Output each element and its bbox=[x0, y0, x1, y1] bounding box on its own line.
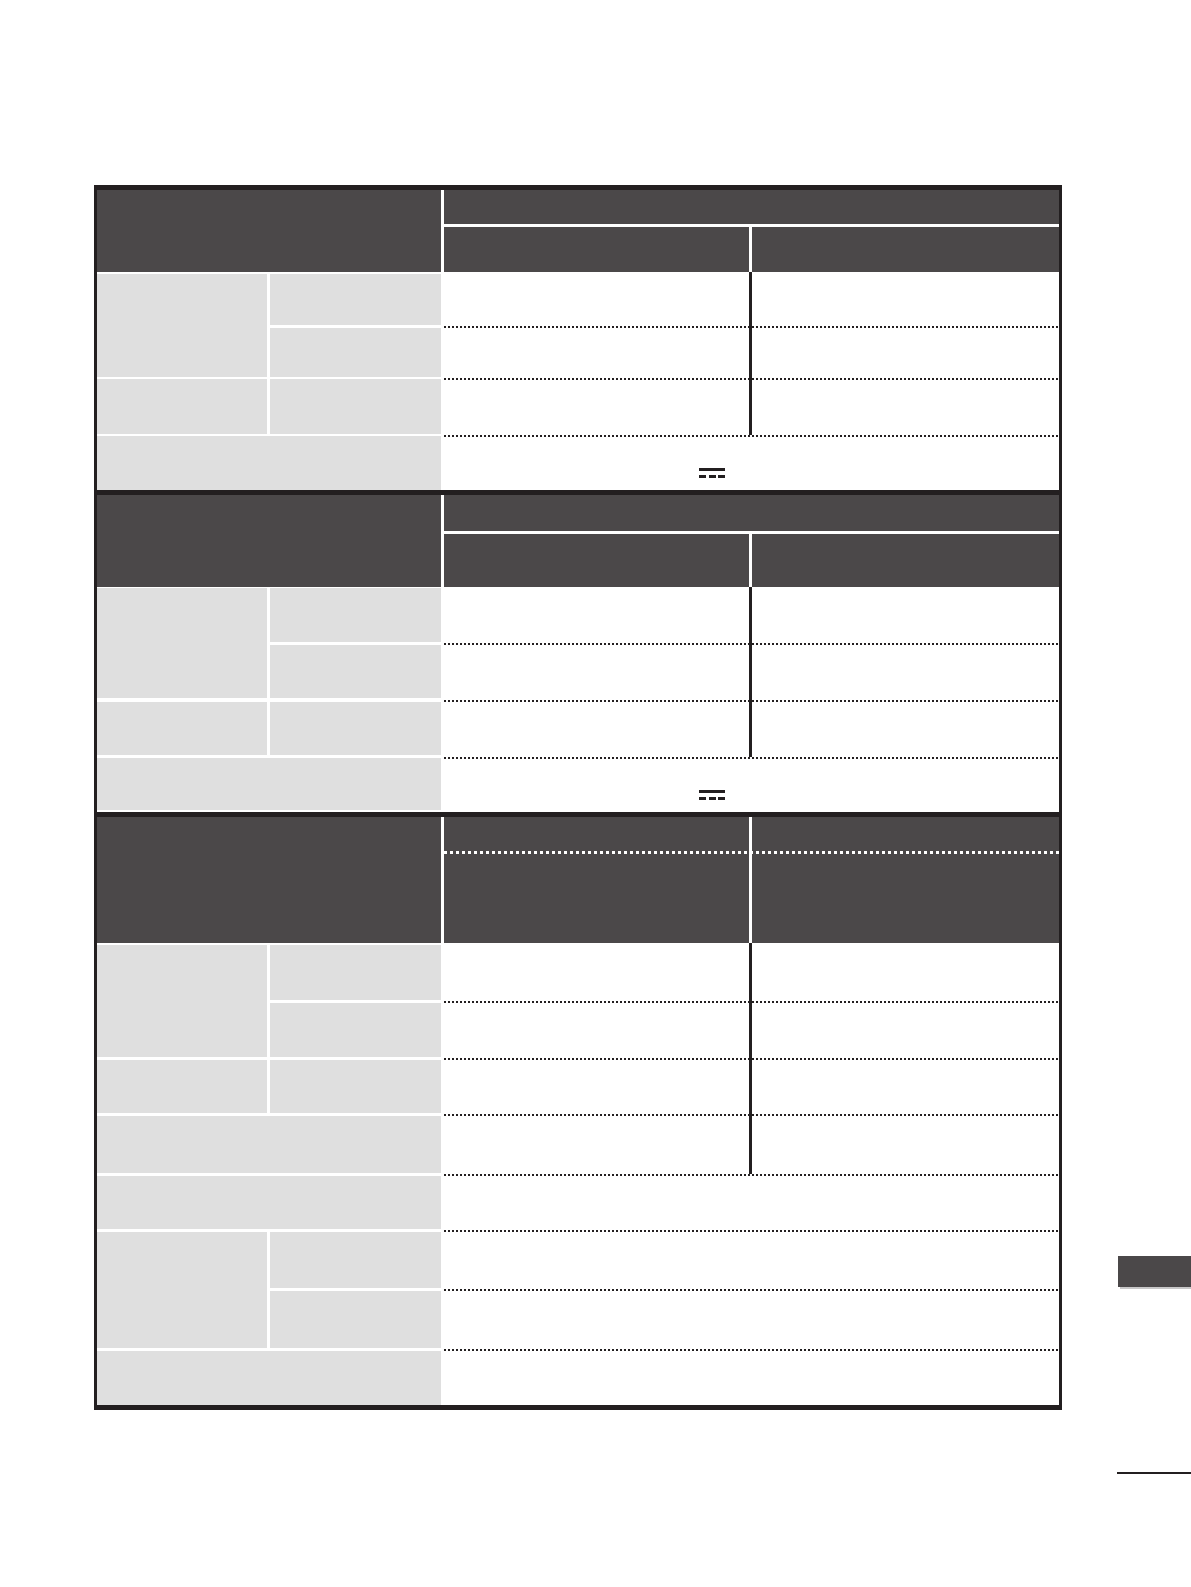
table-divider-bar-1 bbox=[97, 490, 1059, 495]
table2-header-right-top-cell bbox=[444, 495, 1059, 531]
table3-row-separator-4 bbox=[444, 1174, 1059, 1176]
table1-label-col2-cell-3 bbox=[270, 379, 441, 434]
table3-label-merged-bottom-cell bbox=[97, 1351, 441, 1405]
table3-label-merged-row5 bbox=[97, 1176, 441, 1229]
table2-label-col2-cell-3 bbox=[270, 702, 441, 755]
table3-header-left-cell bbox=[97, 817, 441, 943]
table3-label-col2-cell-4 bbox=[270, 1232, 441, 1288]
table1-header-left-cell bbox=[97, 190, 441, 272]
table2-column-divider bbox=[749, 587, 752, 757]
table1-header-subcell-2 bbox=[752, 227, 1059, 272]
table1-header-subcell-1 bbox=[444, 227, 749, 272]
table2-label-col1-cell-a bbox=[97, 588, 267, 698]
table1-label-col1-cell-a bbox=[97, 274, 267, 377]
spec-table bbox=[94, 185, 1062, 1410]
table1-label-col2-cell-2 bbox=[270, 328, 441, 377]
section-tab bbox=[1118, 1256, 1191, 1287]
table2-header-subcell-2 bbox=[752, 534, 1059, 587]
table3-header-dotted-separator bbox=[444, 851, 1059, 854]
table3-label-col1-cell-a bbox=[97, 945, 267, 1057]
table3-header-column-gap bbox=[749, 817, 752, 943]
table2-label-col1-cell-b bbox=[97, 702, 267, 755]
table3-label-col2-cell-3 bbox=[270, 1060, 441, 1113]
table3-column-divider bbox=[749, 943, 752, 1174]
dc-voltage-icon bbox=[699, 790, 725, 803]
table3-label-col2-cell-1 bbox=[270, 945, 441, 1000]
table3-label-merged-row4 bbox=[97, 1116, 441, 1173]
table1-row-separator-3 bbox=[444, 435, 1059, 437]
table2-row-separator-3 bbox=[444, 757, 1059, 759]
table2-header-dotted-separator bbox=[444, 531, 1059, 534]
table2-header-subcell-1 bbox=[444, 534, 749, 587]
table2-label-merged-bottom-cell bbox=[97, 758, 441, 810]
table3-label-col2-cell-5 bbox=[270, 1291, 441, 1348]
dc-voltage-icon bbox=[699, 468, 725, 481]
table1-label-merged-bottom-cell bbox=[97, 436, 441, 490]
table3-row-separator-5 bbox=[444, 1230, 1059, 1232]
table1-header-dotted-separator bbox=[444, 224, 1059, 227]
table3-label-col1-cell-c bbox=[97, 1232, 267, 1348]
table3-label-col1-cell-b bbox=[97, 1060, 267, 1113]
table2-header-left-cell bbox=[97, 495, 441, 587]
table-divider-bar-2 bbox=[97, 812, 1059, 817]
table3-row-separator-7 bbox=[444, 1349, 1059, 1351]
table3-row-separator-6 bbox=[444, 1289, 1059, 1291]
table2-label-col2-cell-1 bbox=[270, 588, 441, 642]
table1-label-col2-cell-1 bbox=[270, 274, 441, 325]
table1-column-divider bbox=[749, 272, 752, 435]
footer-rule bbox=[1117, 1472, 1191, 1474]
table1-label-col1-cell-b bbox=[97, 379, 267, 434]
table2-label-col2-cell-2 bbox=[270, 645, 441, 698]
table3-label-col2-cell-2 bbox=[270, 1003, 441, 1057]
table1-header-right-top-cell bbox=[444, 190, 1059, 224]
